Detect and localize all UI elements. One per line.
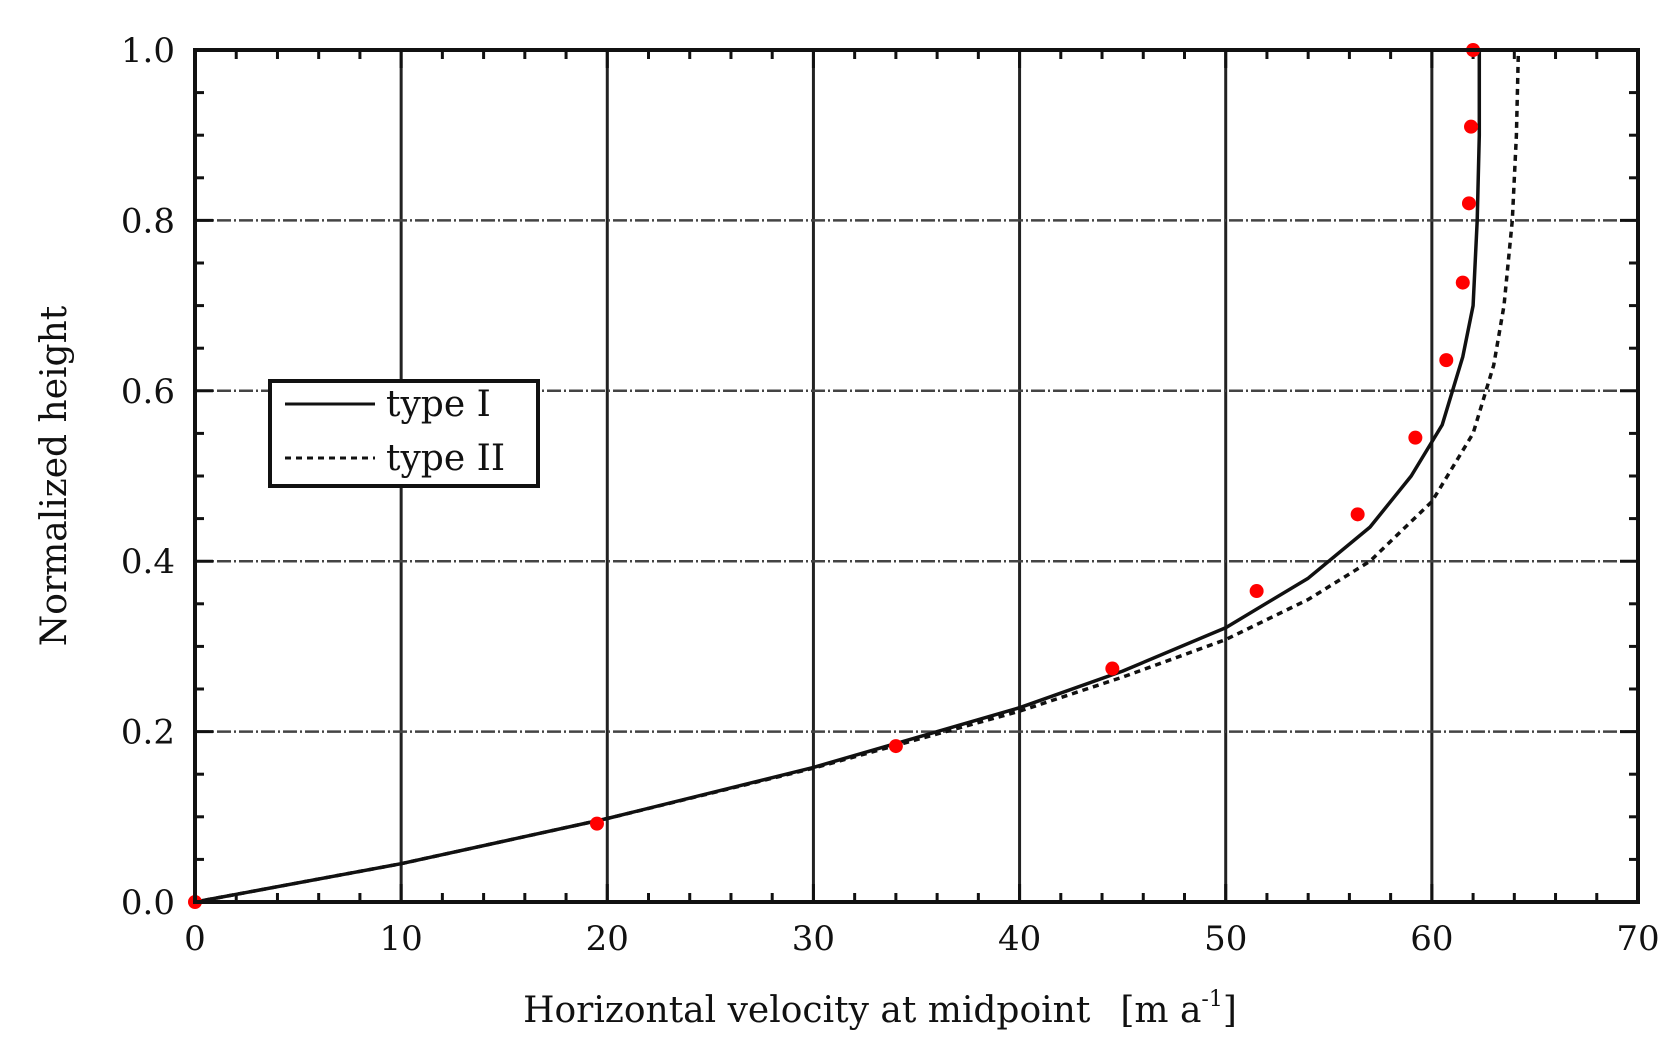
x-tick-labels: 0 10 20 30 40 50 60 70 <box>184 919 1659 959</box>
legend: type I type II <box>268 379 540 488</box>
series-layer <box>188 43 1521 909</box>
data-point <box>1464 119 1479 134</box>
data-point <box>1439 353 1454 368</box>
x-axis-unit: [m a <box>1120 990 1201 1031</box>
x-tick-label: 0 <box>184 919 206 959</box>
x-tick-label: 50 <box>1204 919 1247 959</box>
x-tick-label: 60 <box>1410 919 1453 959</box>
data-point <box>1408 430 1423 445</box>
y-tick-label: 0.8 <box>121 201 175 241</box>
legend-label-type-2: type II <box>386 438 505 479</box>
data-point <box>1350 507 1365 522</box>
y-tick-label: 0.4 <box>121 542 175 582</box>
x-tick-label: 40 <box>998 919 1041 959</box>
y-axis-title: Normalized height <box>34 305 75 646</box>
x-axis-label: Horizontal velocity at midpoint <box>523 990 1091 1031</box>
series-line-1 <box>194 50 1482 904</box>
data-point <box>1461 196 1476 211</box>
x-tick-label: 10 <box>380 919 423 959</box>
x-tick-label: 70 <box>1616 919 1659 959</box>
x-tick-label: 30 <box>792 919 835 959</box>
y-tick-label: 0.0 <box>121 883 175 923</box>
y-tick-label: 0.2 <box>121 713 175 753</box>
data-point <box>888 739 903 754</box>
plot-frame <box>193 48 1640 904</box>
legend-box <box>268 379 540 488</box>
y-tick-labels: 0.0 0.2 0.4 0.6 0.8 1.0 <box>121 31 175 923</box>
data-point <box>1105 661 1120 676</box>
x-axis-unit-sup: -1 <box>1201 987 1222 1012</box>
data-point <box>1249 584 1264 599</box>
data-point <box>1455 275 1470 290</box>
x-axis-title: Horizontal velocity at midpoint [m a-1] <box>523 987 1237 1031</box>
y-tick-label: 1.0 <box>121 31 175 71</box>
y-tick-label: 0.6 <box>121 372 175 412</box>
x-axis-unit-close: ] <box>1223 990 1237 1031</box>
data-point <box>589 816 604 831</box>
legend-label-type-1: type I <box>386 384 491 425</box>
grid-lines <box>195 50 1638 902</box>
series-line-2 <box>194 49 1521 904</box>
x-tick-label: 20 <box>586 919 629 959</box>
